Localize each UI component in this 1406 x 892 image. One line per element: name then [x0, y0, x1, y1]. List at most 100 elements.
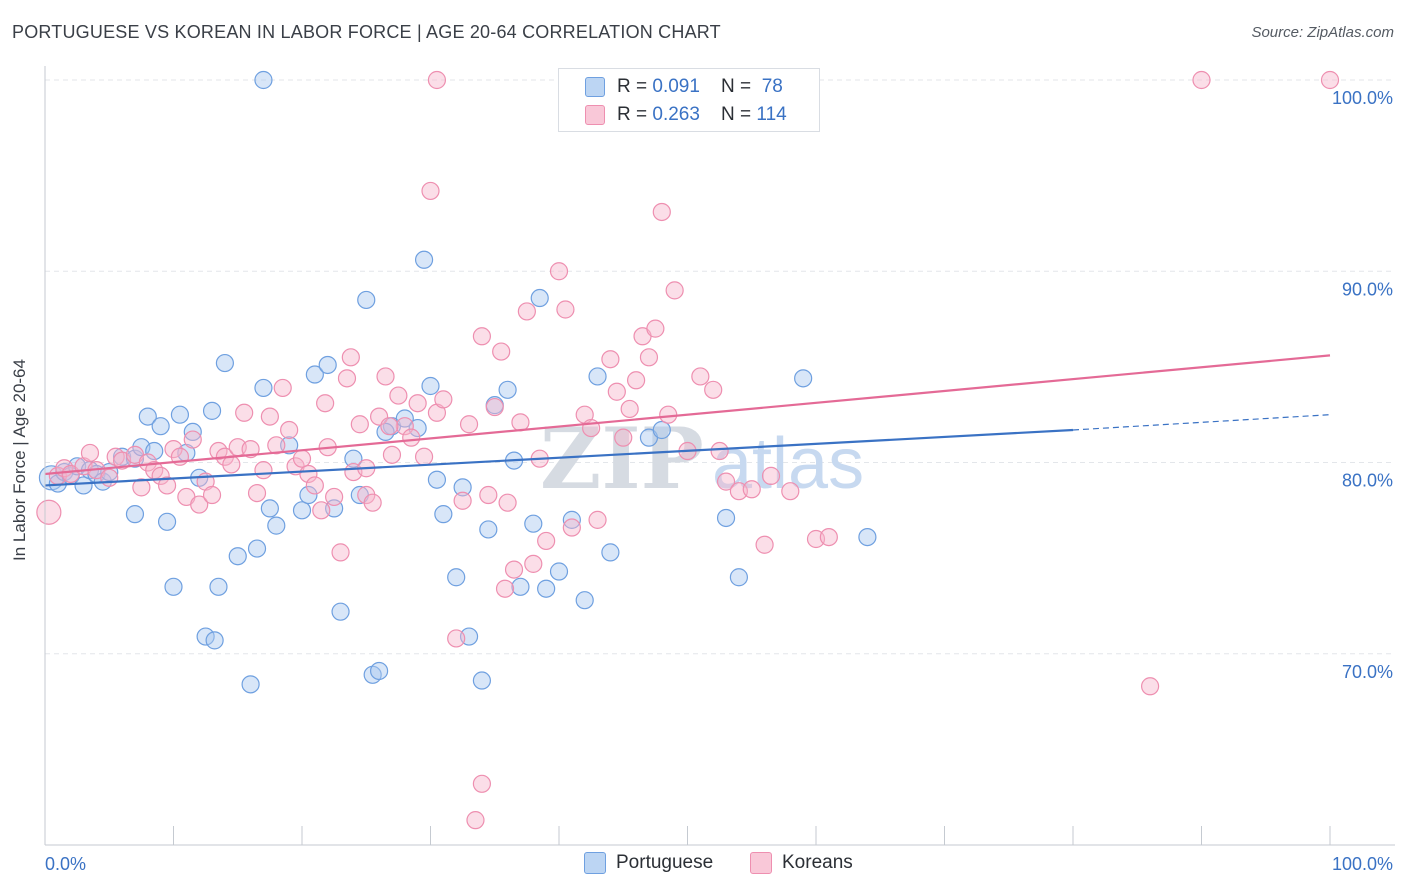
korean-point	[556, 300, 575, 319]
portuguese-point	[511, 577, 530, 596]
korean-point	[408, 394, 427, 413]
korean-point	[350, 415, 369, 434]
korean-point	[761, 466, 781, 485]
korean-point	[260, 407, 279, 426]
portuguese-point	[588, 367, 607, 386]
portuguese-points	[38, 70, 877, 694]
legend-item-koreans[interactable]: Koreans	[750, 852, 853, 874]
korean-point	[447, 629, 466, 648]
korean-point	[341, 348, 360, 367]
korean-point	[472, 774, 491, 793]
portuguese-point	[652, 420, 671, 440]
legend-label-koreans: Koreans	[782, 852, 853, 873]
portuguese-point	[299, 485, 318, 505]
portuguese-point	[716, 508, 736, 528]
portuguese-point	[164, 577, 183, 596]
portuguese-point	[205, 631, 224, 650]
korean-point	[453, 491, 472, 510]
portuguese-point	[434, 505, 453, 524]
legend-item-portuguese[interactable]: Portuguese	[584, 852, 713, 874]
x-tick-label: 100.0%	[1332, 854, 1393, 874]
korean-point	[472, 327, 491, 346]
portuguese-point	[562, 510, 581, 529]
portuguese-point	[575, 591, 594, 610]
portuguese-point	[254, 378, 273, 398]
korean-point	[273, 378, 292, 398]
korean-point	[1140, 677, 1160, 696]
trend-line-portuguese	[44, 428, 1074, 487]
korean-point	[755, 535, 774, 554]
portuguese-point	[125, 505, 145, 524]
korean-point	[716, 472, 736, 491]
korean-point	[466, 811, 485, 830]
y-tick-label: 100.0%	[1332, 88, 1393, 108]
korean-point	[601, 350, 620, 369]
korean-point	[376, 367, 395, 386]
portuguese-point	[453, 478, 472, 497]
korean-point	[305, 476, 324, 495]
watermark-atlas: atlas	[712, 424, 864, 504]
korean-point	[267, 436, 286, 455]
portuguese-point	[357, 290, 376, 310]
portuguese-point	[280, 436, 299, 455]
korean-point	[639, 348, 659, 367]
korean-point	[235, 403, 254, 422]
portuguese-point	[254, 70, 273, 90]
legend-n-value: 78	[761, 76, 783, 97]
korean-point	[646, 319, 665, 338]
korean-point	[222, 455, 241, 474]
korean-point	[380, 417, 399, 436]
korean-point	[710, 441, 729, 461]
portuguese-point	[145, 441, 164, 461]
portuguese-point	[472, 671, 491, 690]
portuguese-point	[537, 579, 556, 598]
korean-point	[781, 482, 800, 501]
legend-r-label: R =	[617, 76, 653, 97]
chart-source: Source: ZipAtlas.com	[1251, 24, 1394, 41]
korean-point	[299, 464, 318, 484]
korean-point	[427, 70, 447, 90]
korean-point	[363, 493, 382, 512]
portuguese-point	[157, 512, 177, 531]
korean-points	[36, 70, 1340, 830]
korean-point	[517, 302, 536, 321]
korean-point	[537, 531, 556, 551]
portuguese-point	[138, 407, 157, 426]
korean-point	[498, 493, 517, 512]
tick-labels: 0.0% 100.0% 70.0% 80.0% 90.0% 100.0%	[45, 88, 1393, 874]
portuguese-point	[151, 417, 170, 436]
korean-point	[100, 468, 119, 487]
korean-point	[562, 518, 581, 537]
korean-point	[626, 371, 646, 390]
portuguese-point	[209, 577, 228, 596]
axes	[44, 66, 1395, 846]
korean-point	[331, 543, 350, 562]
korean-point	[421, 181, 440, 201]
portuguese-point	[395, 409, 414, 428]
korean-point	[292, 449, 312, 468]
y-tick-label: 80.0%	[1342, 471, 1393, 491]
legend-r-value: 0.091	[652, 76, 700, 97]
portuguese-point	[260, 499, 279, 518]
trend-line-portuguese-extension	[1072, 414, 1331, 431]
portuguese-point	[215, 353, 234, 373]
portuguese-point	[427, 470, 447, 489]
portuguese-point	[530, 288, 549, 308]
korean-point	[414, 447, 434, 466]
korean-point	[337, 369, 357, 388]
legend-swatch-portuguese	[585, 77, 605, 97]
korean-point	[607, 382, 626, 401]
korean-point	[389, 386, 408, 405]
korean-point	[312, 501, 331, 520]
korean-point	[325, 487, 344, 507]
trend-lines	[44, 354, 1331, 487]
korean-point	[183, 430, 202, 449]
portuguese-point	[202, 401, 222, 420]
portuguese-point	[370, 661, 389, 681]
portuguese-point	[74, 476, 93, 495]
portuguese-point	[549, 562, 569, 581]
portuguese-point	[292, 501, 312, 520]
portuguese-point	[858, 527, 877, 547]
watermark: ZIP atlas	[540, 409, 864, 508]
legend-n-value: 114	[756, 104, 787, 125]
